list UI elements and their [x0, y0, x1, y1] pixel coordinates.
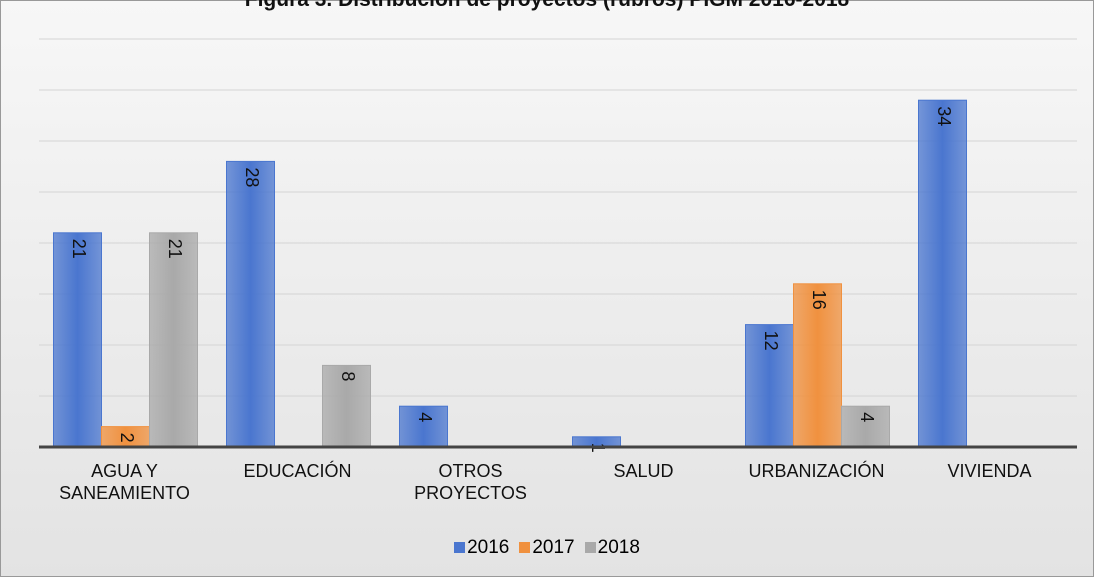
data-label: 28 — [242, 167, 262, 187]
bar — [149, 232, 198, 448]
bar — [322, 364, 371, 448]
legend-swatch — [584, 542, 596, 553]
bar — [53, 232, 102, 448]
bar — [918, 99, 967, 448]
legend-item: 2017 — [519, 537, 575, 559]
legend-item: 2018 — [584, 537, 640, 559]
data-label: 12 — [761, 331, 781, 351]
legend-swatch — [519, 542, 531, 553]
bar — [745, 324, 794, 448]
x-tick-label: VIVIENDA — [947, 461, 1032, 481]
data-label: 21 — [69, 239, 89, 259]
bar — [226, 160, 275, 448]
data-label: 16 — [809, 290, 829, 310]
x-tick-label: OTROS PROYECTOS — [414, 461, 527, 503]
x-tick-label: AGUA Y SANEAMIENTO — [59, 461, 190, 503]
legend-label: 2016 — [467, 537, 510, 558]
legend-item: 2016 — [454, 537, 509, 559]
bar — [399, 405, 448, 448]
data-label: 34 — [934, 106, 954, 126]
x-tick-label: URBANIZACIÓN — [748, 461, 885, 481]
x-tick-label: SALUD — [613, 461, 674, 481]
legend-label: 2018 — [597, 537, 640, 558]
data-label: 8 — [338, 371, 358, 381]
data-label: 21 — [165, 239, 185, 259]
data-label: 4 — [415, 412, 435, 422]
chart-title: Figura 3. Distribución de proyectos (rub… — [0, 0, 1094, 12]
bar — [793, 283, 842, 448]
legend-swatch — [454, 542, 466, 553]
x-tick-label: EDUCACIÓN — [243, 461, 352, 481]
data-label: 2 — [117, 433, 137, 443]
legend: 2016 2017 2018 — [0, 537, 1094, 559]
data-label: 4 — [857, 412, 877, 422]
bar — [841, 405, 890, 448]
legend-label: 2017 — [532, 537, 575, 558]
